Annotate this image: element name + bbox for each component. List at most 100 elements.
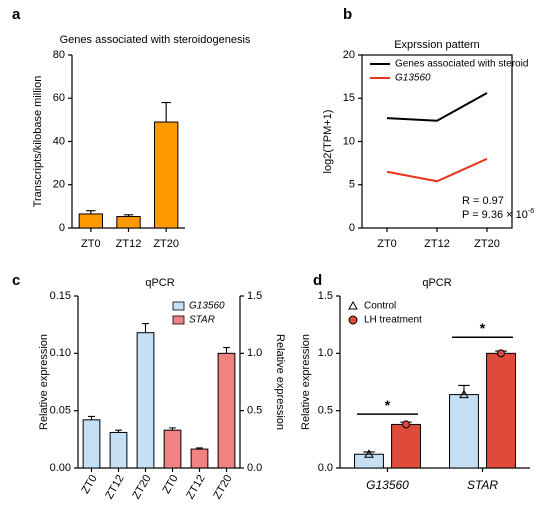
panel-label: c — [12, 272, 20, 289]
chart-title: Genes associated with steroidogenesis — [60, 34, 251, 46]
bar — [354, 453, 384, 469]
annotation-exponent: -6 — [528, 208, 534, 215]
legend-swatch — [172, 315, 185, 325]
bar — [391, 423, 421, 469]
bar — [116, 216, 141, 229]
point-marker — [497, 349, 506, 358]
y2-tick-label: 1.0 — [247, 347, 262, 359]
y2-axis-label: Relative expression — [274, 334, 286, 430]
y-axis-label: log2(TPM+1) — [322, 110, 334, 174]
bar — [109, 431, 128, 469]
x-tick-label: ZT12 — [103, 473, 126, 501]
x-tick-label: ZT0 — [79, 473, 99, 496]
panel-label: b — [343, 6, 352, 23]
legend-label: LH treatment — [364, 315, 422, 326]
y-tick-label: 0.00 — [50, 462, 71, 474]
y-tick-label: 0.15 — [50, 290, 71, 302]
legend-swatch — [348, 300, 358, 310]
legend-label: Genes associated with steroid — [395, 59, 528, 70]
legend-item: G13560 — [370, 73, 431, 84]
chart-title: Exprssion pattern — [394, 39, 480, 51]
y-tick-label: 0 — [349, 222, 355, 234]
x-tick-label: ZT20 — [211, 473, 234, 501]
error-bar — [86, 210, 96, 214]
error-bar — [88, 415, 95, 420]
bar — [486, 352, 516, 469]
legend-item: STAR — [172, 315, 215, 326]
x-tick-label: ZT0 — [81, 238, 101, 250]
x-tick-label: ZT20 — [153, 238, 179, 250]
panel-label: d — [313, 272, 322, 289]
y-axis-label: Relative expression — [300, 334, 312, 430]
panel: c qPCR Relative expression Relative express… — [12, 272, 286, 501]
significance-star: * — [480, 320, 486, 336]
bar — [82, 419, 101, 469]
y-axis-label: Relative expression — [38, 334, 50, 430]
series-line — [386, 92, 488, 122]
x-tick-label: ZT12 — [116, 238, 142, 250]
legend-item: G13560 — [172, 301, 225, 312]
x-tick-label: ZT12 — [184, 473, 207, 501]
error-bar — [142, 322, 149, 333]
y2-tick-label: 0.0 — [247, 462, 262, 474]
legend-label: G13560 — [189, 301, 225, 312]
legend-label: STAR — [189, 315, 215, 326]
bar — [217, 352, 236, 469]
bar — [78, 213, 104, 229]
y-tick-label: 5 — [349, 179, 355, 191]
y-tick-label: 10 — [343, 135, 355, 147]
series-line — [386, 157, 488, 183]
bar — [163, 429, 182, 469]
x-tick-label: ZT20 — [474, 238, 500, 250]
x-tick-label: ZT0 — [377, 238, 397, 250]
y-tick-label: 20 — [53, 179, 65, 191]
bar — [153, 121, 179, 229]
y2-tick-label: 0.5 — [247, 405, 262, 417]
y-tick-label: 0.05 — [50, 405, 71, 417]
legend-item: LH treatment — [348, 315, 422, 326]
annotation-main: P = 9.36 × 10 — [462, 209, 528, 221]
x-tick-label: G13560 — [366, 478, 409, 492]
chart-title: qPCR — [422, 277, 451, 289]
error-bar — [161, 102, 171, 123]
panel: b Exprssion pattern log2(TPM+1) 0 5 10 15 20 ZT0… — [322, 6, 534, 250]
y-tick-label: 40 — [53, 135, 65, 147]
legend-swatch — [172, 301, 185, 311]
legend-item: Genes associated with steroid — [370, 59, 528, 70]
y-tick-label: 0 — [59, 222, 65, 234]
bar — [449, 394, 479, 469]
x-tick-label: ZT0 — [160, 473, 180, 496]
y-tick-label: 1.0 — [318, 347, 333, 359]
y-axis-label: Transcripts/kilobase million — [32, 76, 44, 208]
y-tick-label: 20 — [343, 49, 355, 61]
x-tick-label: ZT20 — [130, 473, 153, 501]
annotation: R = 0.97 — [462, 195, 504, 207]
chart-title: qPCR — [145, 277, 174, 289]
significance-star: * — [385, 397, 391, 413]
y-tick-label: 0.0 — [318, 462, 333, 474]
legend-item: Control — [348, 300, 396, 312]
y-tick-label: 15 — [343, 92, 355, 104]
legend-swatch — [348, 315, 358, 325]
panel: a Genes associated with steroidogenesis Tr… — [12, 6, 251, 250]
annotation: P = 9.36 × 10-6 — [462, 208, 534, 221]
panel-label: a — [12, 6, 21, 23]
y-tick-label: 60 — [53, 92, 65, 104]
x-tick-label: ZT12 — [424, 238, 450, 250]
y-tick-label: 80 — [53, 49, 65, 61]
legend-label: Control — [364, 301, 396, 312]
bar — [136, 332, 155, 469]
y-tick-label: 1.5 — [318, 290, 333, 302]
x-tick-label: STAR — [467, 478, 498, 492]
y2-tick-label: 1.5 — [247, 290, 262, 302]
y-tick-label: 0.10 — [50, 347, 71, 359]
bar — [190, 448, 209, 469]
panel: d qPCR Relative expression 0.0 0.5 1.0 1.5 G135… — [300, 272, 530, 492]
point-marker — [459, 389, 469, 399]
point-marker — [364, 449, 374, 458]
point-marker — [402, 420, 411, 429]
legend-label: G13560 — [395, 73, 431, 84]
y-tick-label: 0.5 — [318, 405, 333, 417]
error-bar — [223, 347, 230, 354]
